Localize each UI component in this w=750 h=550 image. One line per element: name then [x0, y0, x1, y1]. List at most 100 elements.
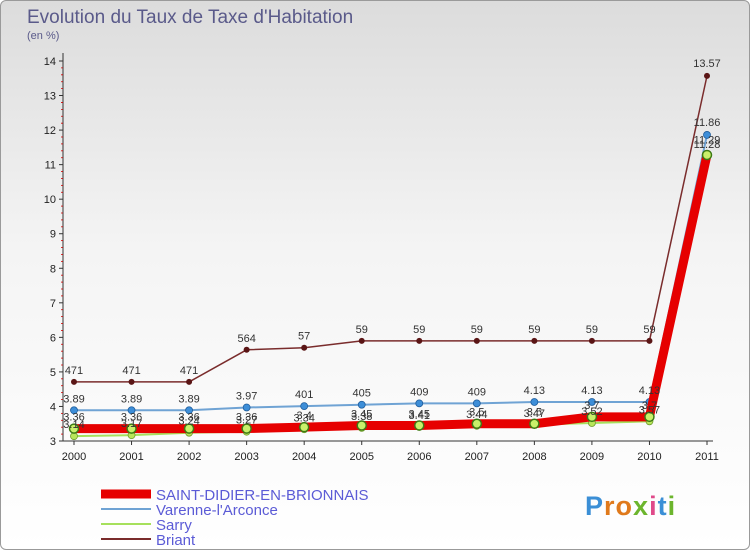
x-tick-label: 2010 — [637, 451, 661, 463]
series-line — [73, 153, 708, 438]
data-point — [588, 398, 596, 406]
data-point — [241, 423, 252, 434]
series-line — [73, 133, 708, 412]
data-label: 3.17 — [121, 418, 142, 430]
data-label: 471 — [122, 365, 140, 377]
data-label: 409 — [410, 386, 428, 398]
data-point — [301, 344, 308, 351]
data-point — [356, 420, 367, 431]
data-label: 59 — [356, 324, 368, 336]
chart-subtitle: (en %) — [27, 30, 60, 42]
y-tick-label: 4 — [50, 401, 56, 413]
data-label: 59 — [586, 324, 598, 336]
data-label: 3.36 — [178, 412, 199, 424]
y-tick-label: 3 — [50, 436, 56, 448]
data-point — [646, 337, 653, 344]
data-label: 3.7 — [584, 400, 599, 412]
data-label: 3.36 — [121, 412, 142, 424]
data-label: 3.5 — [469, 407, 484, 419]
data-point — [473, 337, 480, 344]
data-label: 13.57 — [693, 58, 721, 70]
data-point — [68, 423, 80, 434]
data-label: 11.28 — [694, 139, 721, 151]
legend-label: SAINT-DIDIER-EN-BRIONNAIS — [156, 487, 369, 504]
data-point — [298, 421, 310, 433]
data-point — [530, 398, 539, 406]
data-point — [531, 337, 538, 344]
data-point — [471, 418, 483, 429]
proxiti-logo: Proxiti — [585, 491, 676, 522]
legend-label: Sarry — [156, 517, 192, 534]
data-label: 3.47 — [524, 408, 545, 420]
data-label: 3.27 — [236, 415, 257, 427]
data-label: 3.36 — [63, 412, 84, 424]
data-label: 3.4 — [297, 410, 312, 422]
data-label: 3.7 — [642, 400, 657, 412]
logo-letter: o — [615, 491, 634, 521]
y-tick-label: 14 — [44, 56, 56, 68]
y-tick-label: 9 — [50, 229, 56, 241]
y-tick-label: 12 — [44, 125, 56, 137]
data-label: 3.34 — [293, 412, 314, 424]
x-tick-label: 2004 — [292, 451, 316, 463]
data-point — [704, 72, 710, 79]
data-point — [414, 420, 425, 431]
data-label: 4.13 — [524, 385, 545, 397]
x-tick-label: 2003 — [234, 451, 258, 463]
data-point — [703, 131, 711, 139]
x-tick-label: 2006 — [407, 451, 431, 463]
data-point — [472, 399, 481, 408]
data-point — [185, 406, 193, 415]
data-label: 59 — [643, 324, 655, 336]
x-tick-label: 2011 — [695, 451, 719, 463]
data-point — [243, 346, 250, 353]
data-label: 3.41 — [409, 410, 430, 422]
series-line — [73, 75, 708, 383]
data-label: 3.24 — [178, 416, 199, 428]
data-point — [70, 406, 78, 415]
data-point — [186, 378, 193, 385]
data-point — [127, 406, 136, 415]
y-tick-label: 6 — [50, 332, 56, 344]
y-tick-label: 5 — [50, 367, 56, 379]
data-point — [416, 337, 423, 344]
data-point — [183, 423, 195, 434]
y-tick-label: 11 — [45, 160, 56, 172]
x-tick-label: 2009 — [580, 451, 604, 463]
data-point — [644, 411, 655, 423]
data-point — [415, 399, 424, 408]
data-label: 11.86 — [694, 117, 721, 129]
x-tick-label: 2002 — [177, 451, 201, 463]
x-tick-label: 2000 — [62, 451, 86, 463]
data-point — [242, 403, 251, 412]
data-label: 3.36 — [236, 412, 257, 424]
data-label: 59 — [471, 324, 483, 336]
data-label: 4.13 — [639, 385, 660, 397]
data-point — [300, 402, 309, 411]
y-tick-label: 10 — [44, 194, 56, 206]
logo-letter: r — [604, 491, 616, 521]
y-tick-label: 7 — [50, 298, 56, 310]
data-label: 405 — [353, 388, 371, 400]
legend-label: Varenne-l'Arconce — [156, 502, 278, 519]
legend-label: Briant — [156, 532, 196, 549]
data-point — [701, 149, 713, 161]
data-label: 3.14 — [63, 419, 84, 431]
logo-letter: x — [633, 491, 650, 521]
data-label: 3.45 — [409, 408, 430, 420]
y-tick-label: 8 — [50, 263, 56, 275]
data-label: 3.89 — [121, 393, 142, 405]
data-label: 3.44 — [466, 409, 487, 421]
logo-letter: i — [649, 491, 658, 521]
data-label: 3.57 — [639, 404, 660, 416]
data-point — [358, 337, 365, 344]
data-label: 564 — [237, 333, 255, 345]
data-label: 11.29 — [694, 135, 721, 147]
y-tick-label: 13 — [44, 91, 56, 103]
data-point — [588, 337, 595, 344]
data-label: 3.38 — [351, 411, 372, 423]
data-label: 3.89 — [178, 393, 199, 405]
data-label: 3.5 — [527, 407, 542, 419]
